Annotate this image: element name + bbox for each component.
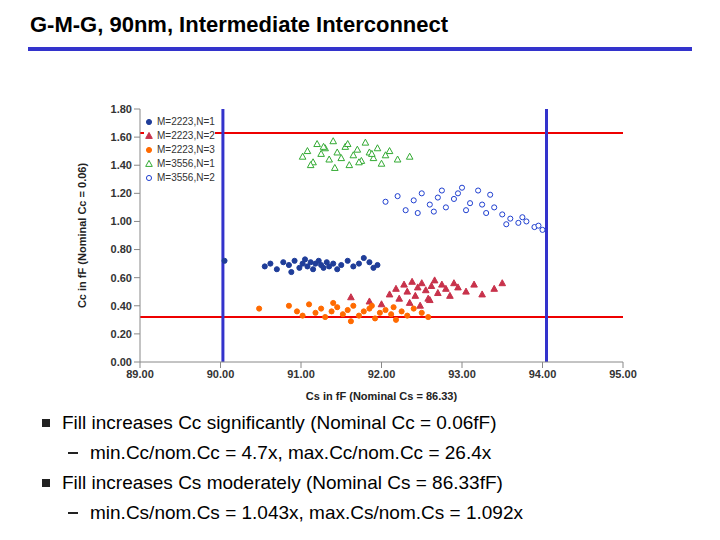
svg-text:Cs in fF (Nominal Cs = 86.33): Cs in fF (Nominal Cs = 86.33) (306, 390, 458, 402)
svg-text:95.00: 95.00 (609, 368, 637, 380)
svg-text:1.80: 1.80 (111, 103, 132, 115)
svg-text:90.00: 90.00 (207, 368, 235, 380)
svg-text:1.60: 1.60 (111, 131, 132, 143)
svg-text:91.00: 91.00 (287, 368, 315, 380)
svg-text:0.20: 0.20 (111, 328, 132, 340)
html-text:M=3556,N=2: M=3556,N=2 (157, 172, 215, 183)
svg-text:1.20: 1.20 (111, 187, 132, 199)
html-text:Fill increases Cs moderately (: Fill increases Cs moderately (Nominal Cs… (62, 472, 503, 493)
html-text:M=3556,N=1: M=3556,N=1 (157, 158, 215, 169)
svg-text:0.80: 0.80 (111, 243, 132, 255)
svg-text:92.00: 92.00 (368, 368, 396, 380)
svg-text:0.00: 0.00 (111, 356, 132, 368)
svg-text:Cc in fF (Nominal Cc = 0.06): Cc in fF (Nominal Cc = 0.06) (76, 163, 88, 309)
html-text:min.Cc/nom.Cc = 4.7x, max.Cc/n: min.Cc/nom.Cc = 4.7x, max.Cc/nom.Cc = 26… (90, 442, 492, 463)
html-text:M=2223,N=3: M=2223,N=3 (157, 144, 215, 155)
svg-text:1.00: 1.00 (111, 215, 132, 227)
html-text:G-M-G, 90nm, Intermediate Inte: G-M-G, 90nm, Intermediate Interconnect (30, 12, 449, 37)
svg-text:1.40: 1.40 (111, 159, 132, 171)
svg-text:93.00: 93.00 (448, 368, 476, 380)
html-text:min.Cs/nom.Cs = 1.043x, max.Cs: min.Cs/nom.Cs = 1.043x, max.Cs/nom.Cs = … (90, 502, 523, 523)
html-text:M=2223,N=1: M=2223,N=1 (157, 116, 215, 127)
html-text:M=2223,N=2: M=2223,N=2 (157, 130, 215, 141)
svg-text:94.00: 94.00 (529, 368, 557, 380)
html-text:Fill increases Cc significantl: Fill increases Cc significantly (Nominal… (62, 412, 497, 433)
svg-text:0.60: 0.60 (111, 272, 132, 284)
svg-text:89.00: 89.00 (126, 368, 154, 380)
svg-text:0.40: 0.40 (111, 300, 132, 312)
